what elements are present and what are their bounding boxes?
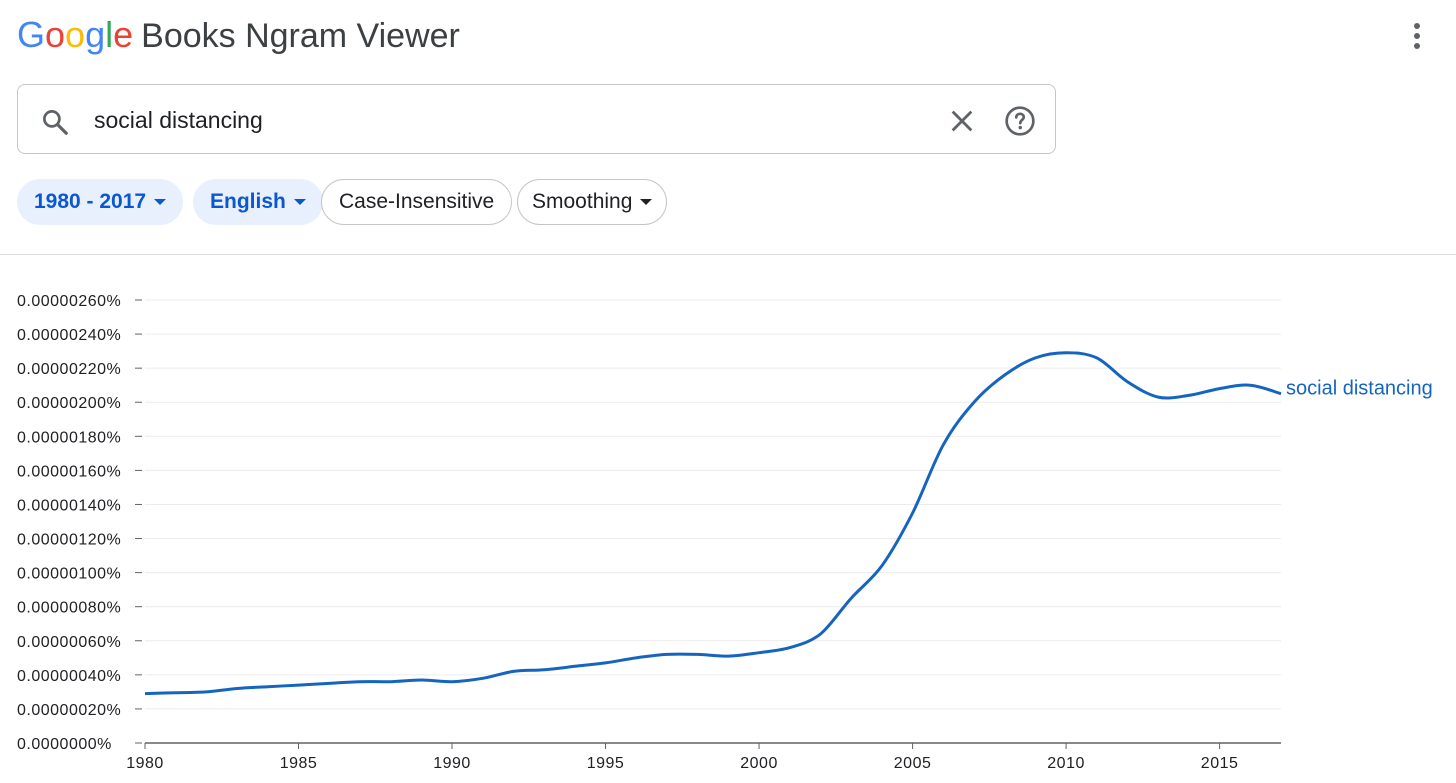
y-tick-label: 0.00000060% [17,634,121,651]
y-tick-label: 0.00000200% [17,395,121,412]
chevron-down-icon [154,199,167,206]
logo-letter: o [45,14,66,55]
x-tick-label: 2000 [740,755,778,772]
chart-canvas: 0.00000260% 0.00000240% 0.00000220% 0.00000… [17,293,1433,772]
app-header: Google Books Ngram Viewer [0,0,1456,70]
ngram-chart: 0.00000260% 0.00000240% 0.00000220% 0.00000… [0,256,1456,783]
y-tick-label: 0.00000260% [17,293,121,310]
chevron-down-icon [640,199,653,206]
smoothing-chip[interactable]: Smoothing [517,179,668,225]
help-icon[interactable] [1004,105,1036,137]
more-vert-icon[interactable] [1400,20,1434,54]
y-tick-label: 0.0000000% [17,736,112,753]
series-label[interactable]: social distancing [1286,378,1433,400]
y-tick-label: 0.00000220% [17,361,121,378]
close-icon[interactable] [948,107,976,135]
logo-letter: e [113,14,134,55]
x-tick-label: 1980 [126,755,164,772]
x-tick-label: 1995 [587,755,625,772]
logo-letter: l [105,14,114,55]
logo-letter: g [85,14,106,55]
x-tick-label: 2005 [894,755,932,772]
menu-dot [1414,43,1420,49]
y-tick-label: 0.00000180% [17,429,121,446]
menu-dot [1414,23,1420,29]
y-tick-label: 0.00000040% [17,668,121,685]
google-logo: Google [17,14,133,55]
search-box[interactable] [17,84,1056,154]
y-tick-label: 0.00000120% [17,532,121,549]
y-tick-label: 0.00000100% [17,566,121,583]
case-insensitive-chip[interactable]: Case-Insensitive [321,179,513,225]
case-label: Case-Insensitive [339,190,495,213]
y-tick-label: 0.00000240% [17,327,121,344]
app-logo[interactable]: Google Books Ngram Viewer [17,11,460,60]
x-tick-label: 2015 [1201,755,1239,772]
logo-letter: o [65,14,86,55]
divider [0,254,1456,255]
x-tick-label: 2010 [1047,755,1085,772]
x-tick-label: 1985 [280,755,318,772]
menu-dot [1414,33,1420,39]
y-tick-label: 0.00000020% [17,702,121,719]
search-input[interactable] [94,101,914,139]
language-label: English [210,190,286,213]
search-icon[interactable] [40,107,70,137]
logo-letter: G [17,14,46,55]
series-line[interactable] [144,351,1282,696]
app-name: Books Ngram Viewer [141,17,460,55]
chevron-down-icon [293,199,306,206]
x-tick-label: 1990 [433,755,471,772]
y-tick-label: 0.00000160% [17,463,121,480]
language-chip[interactable]: English [193,179,323,225]
year-range-label: 1980 - 2017 [34,190,147,213]
y-tick-label: 0.00000080% [17,600,121,617]
year-range-chip[interactable]: 1980 - 2017 [17,179,184,225]
y-tick-label: 0.00000140% [17,497,121,514]
smoothing-label: Smoothing [532,190,633,213]
